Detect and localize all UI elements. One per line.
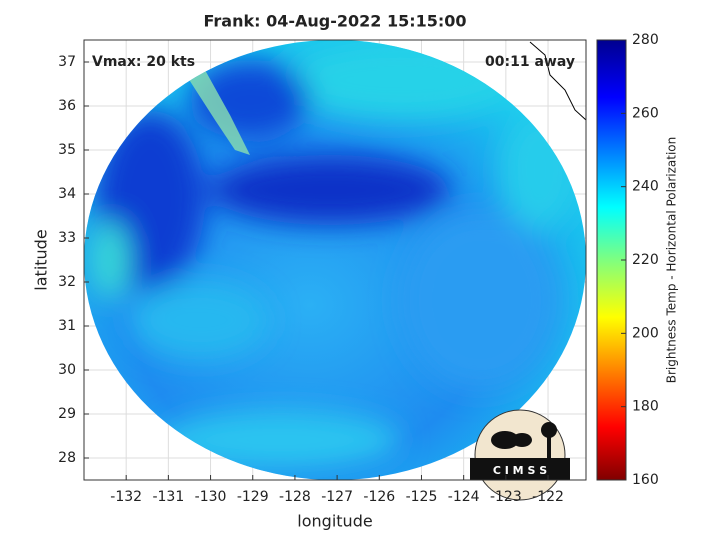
x-tick-label: -128 bbox=[279, 489, 311, 505]
annotation: 00:11 away bbox=[485, 54, 575, 70]
colorbar-tick-label: 280 bbox=[632, 32, 659, 48]
y-tick-label: 31 bbox=[58, 318, 76, 334]
colorbar-label: Brightness Temp - Horizontal Polarizatio… bbox=[665, 137, 679, 384]
y-tick-label: 30 bbox=[58, 362, 76, 378]
colorbar-tick-label: 200 bbox=[632, 325, 659, 341]
x-tick-label: -131 bbox=[152, 489, 184, 505]
y-tick-label: 35 bbox=[58, 142, 76, 158]
y-tick-label: 33 bbox=[58, 230, 76, 246]
x-tick-label: -129 bbox=[237, 489, 269, 505]
colorbar-tick-label: 160 bbox=[632, 472, 659, 488]
chart-title: Frank: 04-Aug-2022 15:15:00 bbox=[203, 12, 466, 31]
annotation: Vmax: 20 kts bbox=[92, 54, 195, 70]
x-axis-label: longitude bbox=[297, 512, 372, 531]
y-tick-label: 32 bbox=[58, 274, 76, 290]
logo-text: C I M S S bbox=[493, 464, 547, 477]
cimss-logo: C I M S S bbox=[470, 409, 570, 501]
y-tick-label: 29 bbox=[58, 406, 76, 422]
y-tick-label: 37 bbox=[58, 54, 76, 70]
colorbar-tick-label: 260 bbox=[632, 105, 659, 121]
x-tick-label: -122 bbox=[532, 489, 564, 505]
x-tick-label: -127 bbox=[321, 489, 353, 505]
colorbar-tick-label: 240 bbox=[632, 179, 659, 195]
x-tick-label: -130 bbox=[195, 489, 227, 505]
coastline bbox=[529, 41, 587, 121]
y-tick-label: 28 bbox=[58, 450, 76, 466]
x-tick-label: -123 bbox=[490, 489, 522, 505]
y-axis-label: latitude bbox=[32, 229, 51, 290]
y-tick-label: 36 bbox=[58, 98, 76, 114]
colorbar-tick-label: 180 bbox=[632, 399, 659, 415]
colorbar-tick-label: 220 bbox=[632, 252, 659, 268]
x-tick-label: -132 bbox=[110, 489, 142, 505]
plot-frame bbox=[83, 39, 587, 481]
swath-image bbox=[84, 40, 586, 480]
x-tick-label: -126 bbox=[363, 489, 395, 505]
y-tick-label: 34 bbox=[58, 186, 76, 202]
x-tick-label: -125 bbox=[406, 489, 438, 505]
x-tick-label: -124 bbox=[448, 489, 480, 505]
